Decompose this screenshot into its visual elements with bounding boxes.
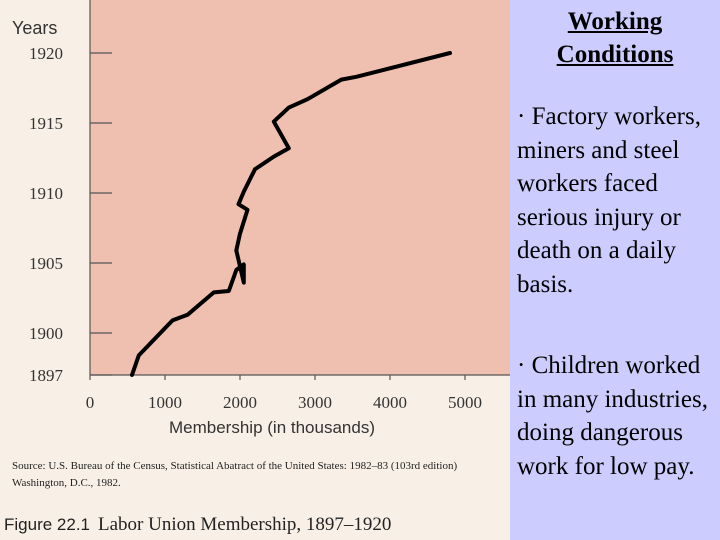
source-note: Source: U.S. Bureau of the Census, Stati… (12, 460, 458, 489)
figure-number: Figure 22.1 (4, 515, 90, 534)
x-tick-label: 5000 (448, 393, 482, 412)
y-tick-label: 1905 (29, 254, 63, 273)
x-axis-ticks: 0 1000 2000 3000 4000 5000 (86, 375, 482, 412)
x-tick-label: 3000 (298, 393, 332, 412)
x-tick-label: 1000 (148, 393, 182, 412)
chart-figure: Years Membership (in thousands) 1897 1900… (0, 0, 510, 540)
plot-area (90, 0, 510, 375)
x-tick-label: 4000 (373, 393, 407, 412)
series-line (130, 51, 452, 377)
y-axis-ticks: 1897 1900 1905 1910 1915 1920 (29, 44, 112, 385)
y-tick-label: 1915 (29, 114, 63, 133)
y-axis-label: Years (12, 18, 57, 38)
x-tick-label: 2000 (223, 393, 257, 412)
figure-caption: Figure 22.1 Labor Union Membership, 1897–… (4, 514, 391, 536)
line-chart: Years Membership (in thousands) 1897 1900… (12, 0, 510, 437)
x-axis-label: Membership (in thousands) (169, 418, 375, 437)
bullet-factory-workers: · Factory workers, miners and steel work… (517, 103, 701, 298)
y-tick-label: 1910 (29, 184, 63, 203)
y-tick-label: 1920 (29, 44, 63, 63)
series-membership (130, 51, 452, 377)
x-tick-label: 0 (86, 393, 95, 412)
panel-title: Working Conditions (556, 8, 674, 68)
figure-title: Labor Union Membership, 1897–1920 (98, 514, 392, 535)
bullet-children: · Children worked in many industries, do… (517, 352, 708, 480)
side-panel: Working Conditions · Factory workers, mi… (510, 0, 720, 540)
y-tick-label: 1900 (29, 324, 63, 343)
y-tick-label: 1897 (29, 366, 64, 385)
